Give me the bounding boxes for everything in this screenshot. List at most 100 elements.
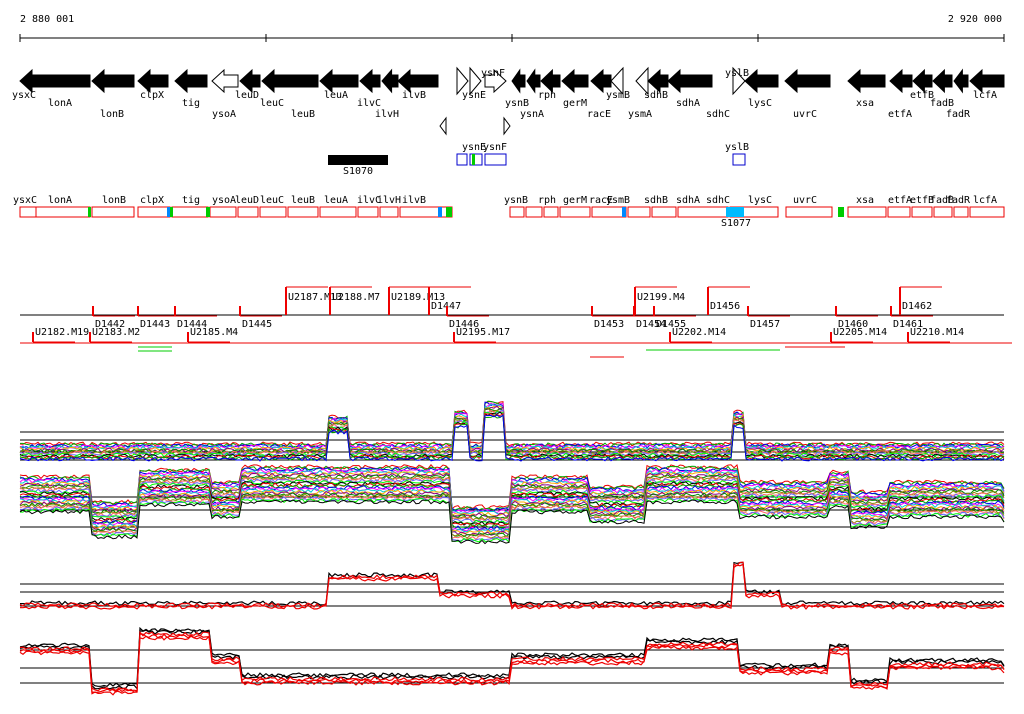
gene-arrow xyxy=(610,66,624,96)
operon-box xyxy=(237,206,259,218)
operon-box xyxy=(887,206,911,218)
transcript-label: D1456 xyxy=(710,301,740,312)
operon-mark xyxy=(726,207,744,217)
expression-profile xyxy=(19,635,1005,696)
transcript-label: D1454 xyxy=(636,319,666,330)
expression-profile xyxy=(19,563,1005,610)
operon-label: sdhA xyxy=(676,195,700,206)
operon-box xyxy=(287,206,319,218)
gene-arrow xyxy=(590,68,612,94)
gene-label: etfB xyxy=(910,90,934,101)
transcript-label: U2185.M4 xyxy=(190,327,238,338)
gene-label: ilvC xyxy=(357,98,381,109)
gene-label: etfA xyxy=(888,109,912,120)
gene-arrow xyxy=(932,68,953,94)
transcript-label: D1443 xyxy=(140,319,170,330)
expression-profile xyxy=(19,633,1005,693)
operon-mark xyxy=(206,207,210,217)
gene-arrow xyxy=(847,68,886,94)
operon-label: lonA xyxy=(48,195,72,206)
gene-label: ysmB xyxy=(606,90,630,101)
transcript-label: D1462 xyxy=(902,301,932,312)
operon-mark xyxy=(167,207,171,217)
gene-label: leuA xyxy=(324,90,348,101)
feature-box xyxy=(732,153,746,166)
gene-label: rph xyxy=(538,90,556,101)
operon-label: ysmB xyxy=(606,195,630,206)
gene-arrow xyxy=(319,68,359,94)
gene-arrow xyxy=(137,68,169,94)
transcript-label: D1457 xyxy=(750,319,780,330)
gene-arrow xyxy=(540,68,561,94)
gene-label: gerM xyxy=(563,98,587,109)
operon-box xyxy=(969,206,1005,218)
operon-label: leuC xyxy=(260,195,284,206)
gene-arrow xyxy=(261,68,319,94)
expression-profile xyxy=(19,414,1005,462)
transcript-label: U2210.M14 xyxy=(910,327,964,338)
gene-label: tig xyxy=(182,98,200,109)
gene-arrow xyxy=(484,68,507,94)
gene-label: leuC xyxy=(260,98,284,109)
gene-label: xsa xyxy=(856,98,874,109)
gene-arrow xyxy=(732,66,746,96)
operon-box xyxy=(509,206,525,218)
gene-label: ysxC xyxy=(12,90,36,101)
feature-box xyxy=(469,153,483,166)
gene-arrow xyxy=(889,68,913,94)
gene-arrow xyxy=(91,68,135,94)
expression-profile xyxy=(19,403,1005,451)
operon-label: fadR xyxy=(946,195,971,206)
gene-arrow xyxy=(397,68,439,94)
feature-label: S1077 xyxy=(721,218,751,229)
operon-mark xyxy=(446,207,452,217)
transcript-label: U2187.M13 xyxy=(288,292,342,303)
gene-label: ilvB xyxy=(402,90,426,101)
expression-profile xyxy=(19,499,1005,545)
operon-label: racE xyxy=(589,195,613,206)
operon-box xyxy=(591,206,627,218)
transcript-label: D1460 xyxy=(838,319,868,330)
gene-arrow xyxy=(456,66,469,96)
gene-label: ilvH xyxy=(375,109,399,120)
feature-box xyxy=(328,155,388,165)
operon-box xyxy=(379,206,399,218)
gene-label: clpX xyxy=(140,90,164,101)
operon-box xyxy=(911,206,933,218)
operon-label: sdhB xyxy=(644,195,668,206)
operon-box xyxy=(35,206,91,218)
operon-label: ilvC xyxy=(357,195,381,206)
transcript-label: D1453 xyxy=(594,319,624,330)
operon-box xyxy=(651,206,677,218)
gene-arrow xyxy=(647,68,669,94)
gene-label: ysoA xyxy=(212,109,236,120)
expression-profile xyxy=(19,464,1005,510)
expression-profile xyxy=(19,486,1005,532)
gene-label: leuB xyxy=(291,109,315,120)
gene-arrow xyxy=(439,116,447,136)
expression-profile xyxy=(19,626,1005,687)
ruler-end: 2 920 000 xyxy=(948,14,1002,25)
gene-label: lonA xyxy=(48,98,72,109)
operon-box xyxy=(627,206,651,218)
operon-box xyxy=(357,206,379,218)
operon-mark xyxy=(438,207,442,217)
gene-arrow xyxy=(211,68,239,94)
expression-profile xyxy=(19,561,1005,608)
gene-arrow xyxy=(969,68,1005,94)
operon-label: xsa xyxy=(856,195,874,206)
operon-label: lysC xyxy=(748,195,772,206)
feature-label: S1070 xyxy=(343,166,373,177)
gene-label: lysC xyxy=(748,98,772,109)
expression-profile xyxy=(19,492,1005,538)
operon-label: sdhC xyxy=(706,195,730,206)
operon-box xyxy=(953,206,969,218)
gene-label: fadB xyxy=(930,98,954,109)
feature-label: ysnE xyxy=(462,142,486,153)
operon-box xyxy=(847,206,887,218)
expression-profile xyxy=(19,471,1005,517)
gene-label: sdhB xyxy=(644,90,668,101)
gene-label: lonB xyxy=(100,109,124,120)
operon-box xyxy=(399,206,453,218)
